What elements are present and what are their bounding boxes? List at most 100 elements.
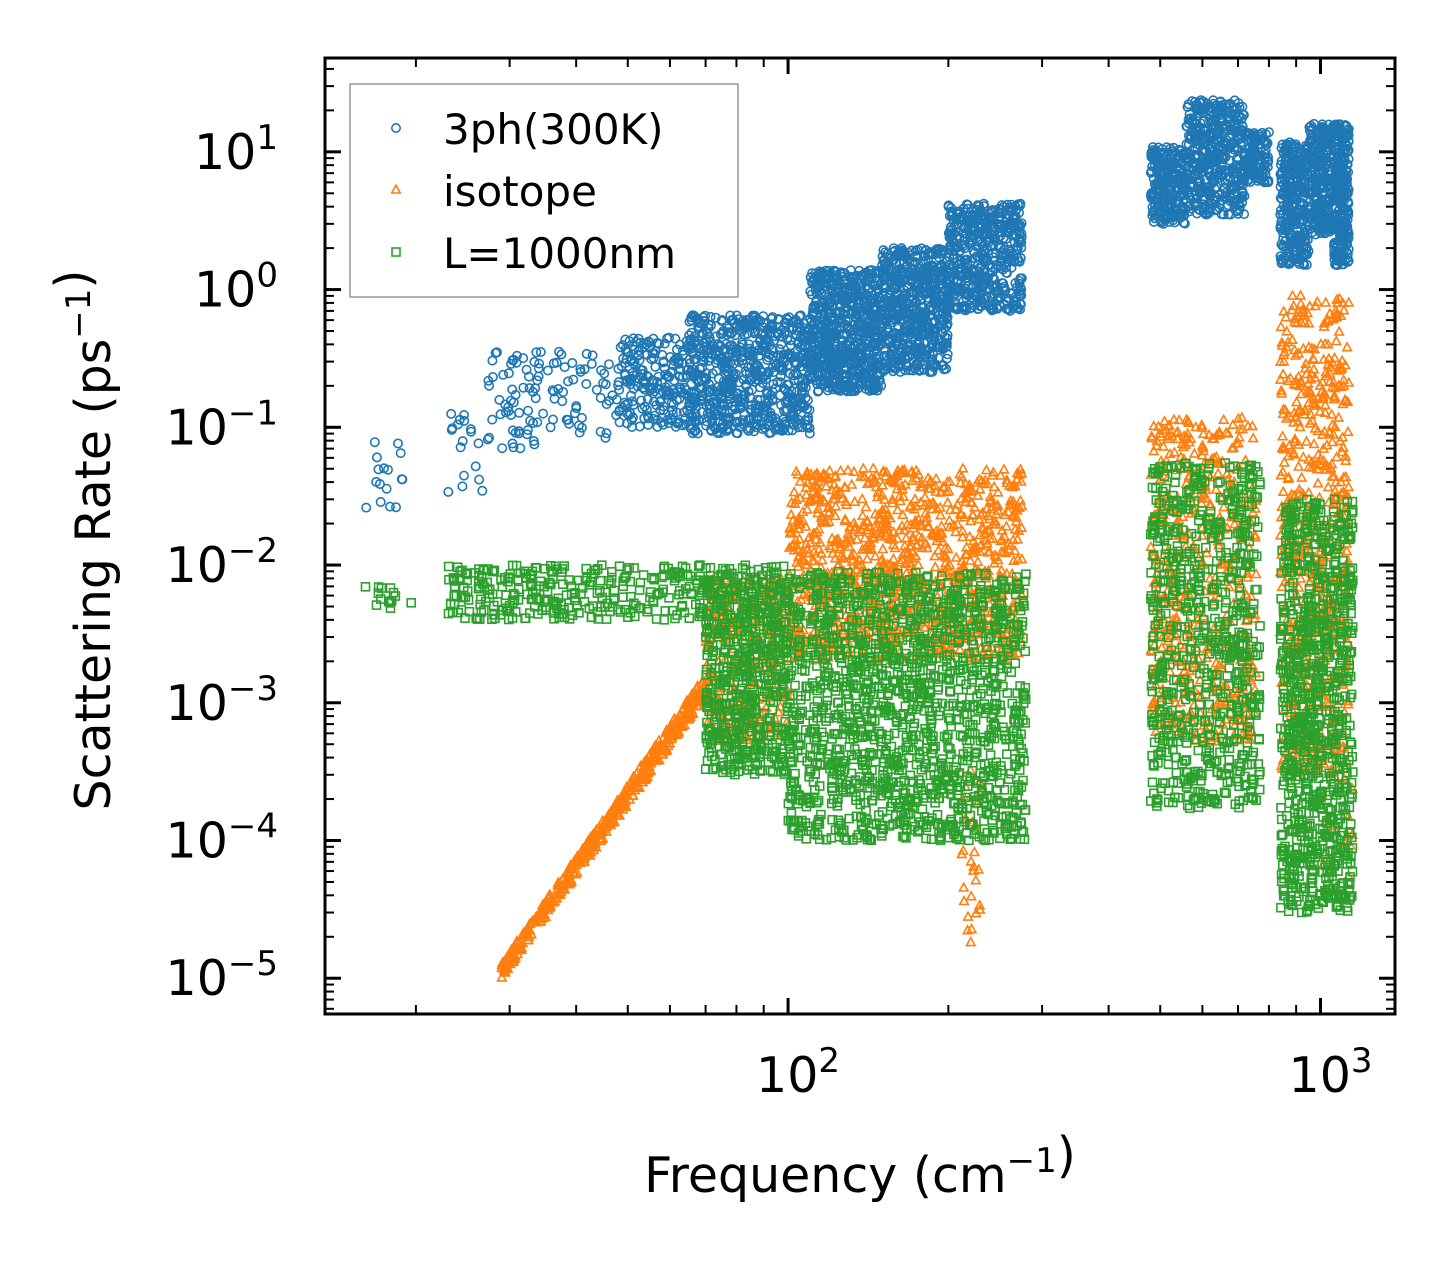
data-point bbox=[716, 393, 727, 404]
data-point bbox=[561, 414, 572, 425]
data-point bbox=[553, 346, 564, 357]
data-point bbox=[639, 384, 650, 395]
data-point bbox=[788, 409, 799, 420]
data-point bbox=[392, 438, 403, 449]
data-point bbox=[616, 361, 627, 372]
data-point bbox=[568, 374, 579, 385]
data-point bbox=[710, 312, 721, 323]
data-point bbox=[581, 348, 592, 359]
data-point bbox=[542, 365, 553, 376]
data-point bbox=[723, 368, 734, 379]
data-point bbox=[586, 358, 597, 369]
data-point bbox=[641, 404, 652, 415]
data-point bbox=[709, 398, 720, 409]
data-point bbox=[613, 406, 624, 417]
data-point bbox=[668, 355, 679, 366]
data-point bbox=[533, 371, 544, 382]
data-point bbox=[767, 321, 778, 332]
data-point bbox=[446, 408, 457, 419]
data-point bbox=[715, 427, 726, 438]
series-circle-points bbox=[361, 95, 1354, 513]
data-point bbox=[666, 397, 677, 408]
data-point bbox=[551, 357, 562, 368]
data-point bbox=[494, 394, 505, 405]
data-point bbox=[657, 349, 668, 360]
data-point bbox=[792, 369, 803, 380]
data-point bbox=[507, 438, 518, 449]
data-point bbox=[687, 428, 698, 439]
data-point bbox=[691, 374, 702, 385]
data-point bbox=[390, 502, 401, 513]
data-point bbox=[726, 340, 737, 351]
data-point bbox=[500, 399, 511, 410]
data-point bbox=[668, 360, 679, 371]
data-point bbox=[678, 407, 689, 418]
data-point bbox=[753, 345, 764, 356]
data-point bbox=[683, 401, 694, 412]
data-point bbox=[738, 346, 749, 357]
data-point bbox=[528, 435, 539, 446]
data-point bbox=[743, 346, 754, 357]
data-point bbox=[452, 419, 463, 430]
data-point bbox=[373, 464, 384, 475]
data-point bbox=[750, 399, 761, 410]
data-point bbox=[627, 412, 638, 423]
data-point bbox=[614, 417, 625, 428]
data-point bbox=[576, 422, 587, 433]
data-point bbox=[487, 371, 498, 382]
data-point bbox=[457, 481, 468, 492]
data-point bbox=[521, 364, 532, 375]
data-point bbox=[730, 368, 741, 379]
data-markers bbox=[360, 95, 1358, 982]
data-point bbox=[371, 476, 382, 487]
data-point bbox=[645, 385, 656, 396]
data-point bbox=[754, 382, 765, 393]
data-point bbox=[663, 418, 674, 429]
data-point bbox=[767, 413, 778, 424]
data-point bbox=[748, 417, 759, 428]
data-point bbox=[773, 328, 784, 339]
data-point bbox=[397, 474, 408, 485]
data-point bbox=[629, 344, 640, 355]
data-point bbox=[783, 425, 794, 436]
data-point bbox=[684, 330, 695, 341]
data-point bbox=[518, 353, 529, 364]
data-point bbox=[795, 332, 806, 343]
data-point bbox=[375, 496, 386, 507]
data-point bbox=[707, 368, 718, 379]
data-point bbox=[723, 323, 734, 334]
data-point bbox=[704, 387, 715, 398]
data-point bbox=[755, 334, 766, 345]
data-point bbox=[776, 339, 787, 350]
data-point bbox=[384, 501, 395, 512]
data-point bbox=[804, 428, 815, 439]
data-point bbox=[725, 388, 736, 399]
data-point bbox=[790, 367, 801, 378]
data-point bbox=[749, 328, 760, 339]
data-point bbox=[671, 344, 682, 355]
data-point bbox=[648, 333, 659, 344]
data-point bbox=[796, 388, 807, 399]
data-point bbox=[778, 414, 789, 425]
data-point bbox=[779, 356, 790, 367]
data-point bbox=[525, 415, 536, 426]
data-point bbox=[782, 404, 793, 415]
data-point bbox=[626, 373, 637, 384]
data-point bbox=[535, 346, 546, 357]
data-point bbox=[762, 354, 773, 365]
data-point bbox=[487, 414, 498, 425]
data-point bbox=[531, 347, 542, 358]
data-point bbox=[664, 332, 675, 343]
data-point bbox=[563, 376, 574, 387]
data-point bbox=[378, 463, 389, 474]
data-point bbox=[506, 358, 517, 369]
data-point bbox=[601, 428, 612, 439]
data-point bbox=[738, 358, 749, 369]
data-point bbox=[674, 354, 685, 365]
data-point bbox=[503, 368, 514, 379]
data-point bbox=[786, 352, 797, 363]
data-point bbox=[737, 339, 748, 350]
data-point bbox=[641, 370, 652, 381]
